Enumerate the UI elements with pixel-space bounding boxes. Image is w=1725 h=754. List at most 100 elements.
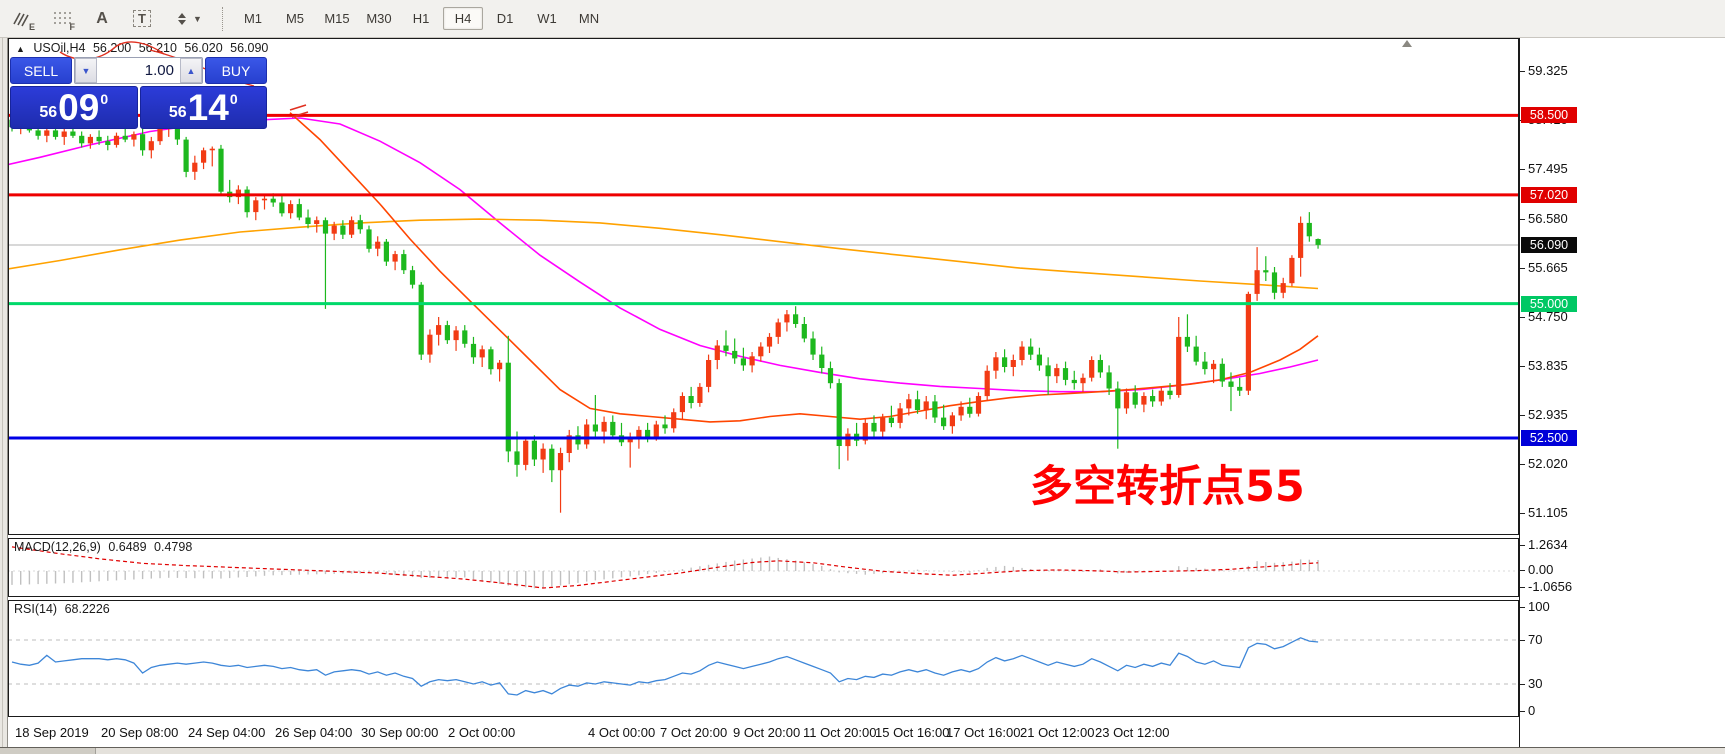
macd-histogram	[11, 556, 1319, 589]
sell-price-sup: 0	[100, 91, 109, 107]
price-tick: 54.750	[1520, 309, 1568, 324]
volume-increase-button[interactable]: ▲	[180, 58, 202, 83]
macd-value-signal: 0.4798	[154, 540, 193, 554]
price-tick: 53.835	[1520, 358, 1568, 373]
chart-shift-marker[interactable]	[1402, 40, 1412, 47]
price-tick: 51.105	[1520, 505, 1568, 520]
rsi-axis-label: 30	[1519, 676, 1543, 691]
chart-annotation-text: 多空转折点55	[1030, 462, 1305, 512]
arrange-windows-icon[interactable]: ▼	[164, 4, 212, 34]
tab-timeframe-h4[interactable]: H4	[443, 7, 483, 30]
price-chart-canvas[interactable]	[8, 38, 1519, 535]
price-axis[interactable]: 59.32558.41057.49556.58055.66554.75053.8…	[1519, 38, 1725, 750]
current-price-badge: 56.090	[1521, 237, 1577, 253]
symbol-label: USOil,H4	[33, 41, 86, 55]
text-box-glyph: T	[133, 10, 151, 27]
timeframe-group: M1 M5 M15 M30 H1 H4 D1 W1 MN	[232, 7, 610, 30]
tab-timeframe-m30[interactable]: M30	[366, 11, 392, 26]
price-tick: 52.935	[1520, 407, 1568, 422]
tab-timeframe-mn[interactable]: MN	[578, 11, 600, 26]
macd-label: MACD(12,26,9) 0.6489 0.4798	[14, 540, 196, 554]
price-tick: 55.665	[1520, 260, 1568, 275]
volume-input[interactable]	[97, 58, 180, 83]
date-label: 23 Oct 12:00	[1095, 725, 1170, 740]
rsi-axis-label: 70	[1519, 632, 1543, 647]
icon-sub-label: E	[28, 21, 35, 32]
horizontal-scrollbar[interactable]	[0, 747, 1725, 754]
text-label-glyph: A	[96, 9, 108, 27]
collapse-triangle-icon[interactable]: ▲	[16, 44, 25, 54]
buy-button[interactable]: BUY	[205, 57, 267, 84]
macd-axis-label: 1.2634	[1520, 537, 1568, 552]
tab-timeframe-m1[interactable]: M1	[243, 11, 263, 26]
scrollbar-thumb[interactable]	[0, 748, 96, 754]
date-label: 7 Oct 20:00	[660, 725, 728, 740]
text-box-icon[interactable]: T	[124, 4, 160, 34]
rsi-title: RSI(14)	[14, 602, 58, 616]
date-label: 17 Oct 16:00	[946, 725, 1021, 740]
ma-orangered	[289, 112, 1319, 423]
buy-price-big: 14	[187, 87, 229, 128]
buy-price-sup: 0	[229, 91, 238, 107]
buy-price-small: 56	[168, 104, 187, 121]
date-axis[interactable]: 18 Sep 2019 20 Sep 08:00 24 Sep 04:00 26 Se…	[8, 717, 1519, 747]
sell-price-small: 56	[39, 104, 58, 121]
price-badge-58.500: 58.500	[1521, 107, 1577, 123]
toolbar-separator	[222, 6, 224, 31]
window-left-edge	[0, 38, 8, 753]
price-tick: 59.325	[1520, 63, 1568, 78]
volume-decrease-button[interactable]: ▼	[75, 58, 97, 83]
ohlc-high: 56.210	[138, 41, 177, 55]
date-label: 2 Oct 00:00	[448, 725, 516, 740]
sell-price-display[interactable]: 56 09 0	[10, 86, 138, 129]
tab-timeframe-d1[interactable]: D1	[496, 11, 514, 26]
icon-sub-label: F	[69, 21, 76, 32]
one-click-trading-panel: SELL ▼ ▲ BUY 56 09 0 56 14 0	[10, 57, 267, 129]
rsi-indicator-canvas[interactable]	[8, 600, 1519, 717]
text-label-icon[interactable]: A	[84, 4, 120, 34]
macd-axis-label: 0.00	[1519, 562, 1554, 577]
rsi-label: RSI(14) 68.2226	[14, 602, 114, 616]
tab-timeframe-h1[interactable]: H1	[412, 11, 430, 26]
buy-price-display[interactable]: 56 14 0	[139, 86, 267, 129]
macd-value-main: 0.6489	[108, 540, 147, 554]
date-label: 24 Sep 04:00	[188, 725, 266, 740]
date-label: 26 Sep 04:00	[275, 725, 353, 740]
toolbar: E F A T ▼ M1 M5 M15 M30 H1 H4 D1 W1 MN	[0, 0, 1725, 38]
ohlc-low: 56.020	[184, 41, 223, 55]
price-tick: 52.020	[1520, 456, 1568, 471]
chevron-down-icon: ▼	[193, 13, 202, 24]
macd-title: MACD(12,26,9)	[14, 540, 101, 554]
ohlc-open: 56.200	[92, 41, 132, 55]
indicators-icon[interactable]: E	[4, 4, 40, 34]
volume-stepper: ▼ ▲	[74, 57, 203, 84]
date-label: 30 Sep 00:00	[361, 725, 439, 740]
price-badge-52.500: 52.500	[1521, 430, 1577, 446]
date-label: 18 Sep 2019	[15, 725, 89, 740]
date-label: 11 Oct 20:00	[803, 725, 877, 740]
price-tick: 57.495	[1520, 161, 1568, 176]
date-label: 15 Oct 16:00	[875, 725, 950, 740]
price-tick: 56.580	[1520, 211, 1568, 226]
sell-price-big: 09	[58, 87, 100, 128]
date-label: 4 Oct 00:00	[588, 725, 656, 740]
tab-timeframe-m5[interactable]: M5	[285, 11, 305, 26]
price-badge-55.000: 55.000	[1521, 296, 1577, 312]
tab-timeframe-w1[interactable]: W1	[537, 11, 557, 26]
macd-axis-label: -1.0656	[1519, 579, 1573, 594]
macd-signal-line	[11, 546, 1319, 589]
rsi-axis-label: 100	[1520, 599, 1550, 614]
date-label: 9 Oct 20:00	[733, 725, 801, 740]
price-badge-57.020: 57.020	[1521, 187, 1577, 203]
ma-orange	[8, 218, 1319, 290]
grid-icon[interactable]: F	[44, 4, 80, 34]
macd-indicator-canvas[interactable]	[8, 538, 1519, 597]
ohlc-close: 56.090	[230, 41, 269, 55]
candles-layer	[9, 107, 1321, 513]
chart-title: ▲ USOil,H4 56.200 56.210 56.020 56.090	[16, 41, 272, 55]
date-label: 20 Sep 08:00	[101, 725, 179, 740]
sell-button[interactable]: SELL	[10, 57, 72, 84]
tab-timeframe-m15[interactable]: M15	[324, 11, 350, 26]
date-label: 21 Oct 12:00	[1020, 725, 1095, 740]
